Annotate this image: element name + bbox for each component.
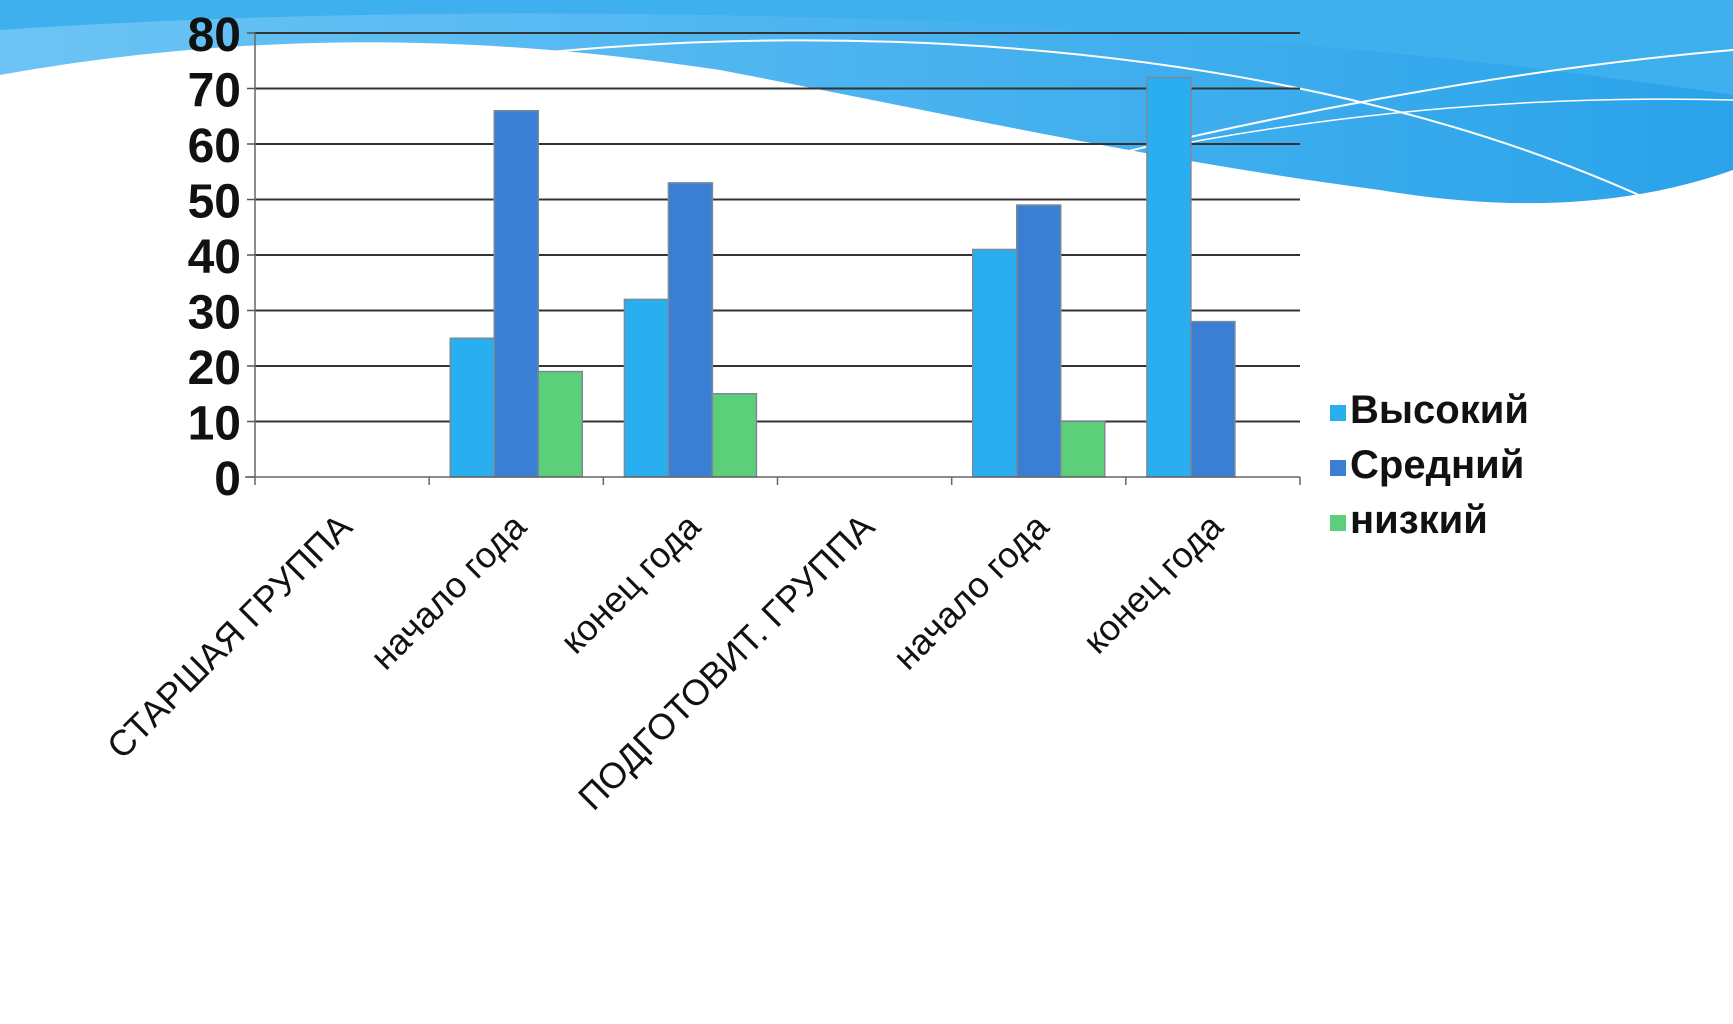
bars <box>449 76 1236 478</box>
legend-swatch <box>1330 460 1346 476</box>
bar-medium <box>1016 204 1062 478</box>
y-tick-label: 0 <box>214 453 241 506</box>
bar-medium <box>493 109 539 478</box>
x-category-label: конец года <box>1075 505 1231 661</box>
legend-swatch <box>1330 405 1346 421</box>
bar-medium <box>667 182 714 478</box>
legend: Высокий Средний низкий <box>1330 388 1529 542</box>
y-tick-label: 20 <box>188 342 241 395</box>
x-axis: СТАРШАЯ ГРУППА начало года конец годаПОДГО… <box>99 476 1301 818</box>
x-category-label: СТАРШАЯ ГРУППА <box>99 506 360 767</box>
legend-swatch <box>1330 515 1346 531</box>
y-tick-label: 40 <box>188 231 241 284</box>
bar-low <box>711 393 758 478</box>
bar-high <box>972 248 1018 478</box>
y-tick-label: 80 <box>188 9 241 62</box>
bar-medium <box>1190 320 1236 478</box>
bar-low <box>537 370 583 478</box>
legend-label: низкий <box>1350 498 1488 542</box>
x-category-label: конец года <box>552 505 708 661</box>
bar-high <box>623 298 670 478</box>
x-category-label: начало года <box>362 505 534 677</box>
y-tick-label: 70 <box>188 65 241 118</box>
bar-high <box>1146 76 1192 478</box>
bar-high <box>449 337 495 478</box>
x-category-label: начало года <box>885 505 1057 677</box>
x-category-label: ПОДГОТОВИТ. ГРУППА <box>570 506 882 818</box>
y-tick-label: 30 <box>188 287 241 340</box>
legend-label: Средний <box>1350 443 1524 487</box>
y-tick-label: 10 <box>188 398 241 451</box>
y-tick-label: 60 <box>188 120 241 173</box>
grid-lines <box>255 32 1300 423</box>
bar-low <box>1060 420 1106 478</box>
y-tick-label: 50 <box>188 176 241 229</box>
legend-label: Высокий <box>1350 388 1529 432</box>
